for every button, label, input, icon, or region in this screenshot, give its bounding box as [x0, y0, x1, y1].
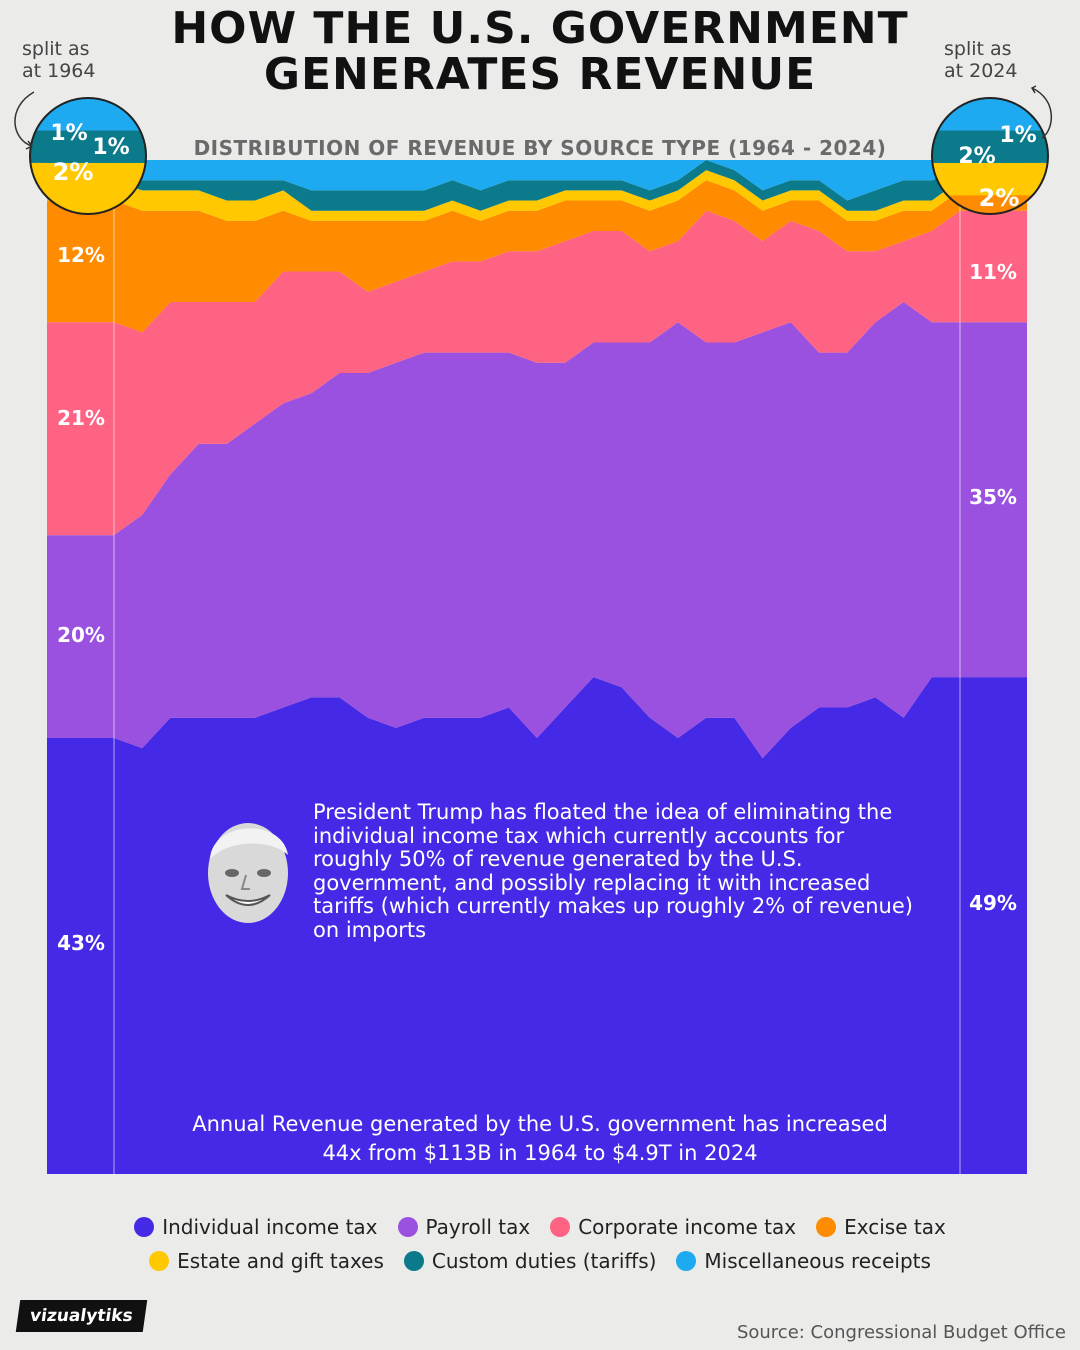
vizualytiks-logo: vizualytiks [15, 1300, 147, 1332]
left-arrow-head [25, 140, 34, 150]
start-label-estate: 2% [53, 158, 94, 186]
end-label-corporate: 11% [969, 260, 1017, 284]
area-series-1 [114, 301, 960, 759]
start-magnified-segment-5 [30, 130, 146, 163]
end-label-customs: 2% [958, 144, 995, 169]
chart-subtitle: DISTRIBUTION OF REVENUE BY SOURCE TYPE (… [193, 136, 887, 160]
start-bar-segment-3 [47, 200, 114, 323]
chart-title: HOW THE U.S. GOVERNMENT GENERATES REVENU… [0, 6, 1080, 98]
left-split-note: split as at 1964 [22, 38, 96, 82]
legend-row-2: Estate and gift taxes Custom duties (tar… [0, 1244, 1080, 1278]
legend-dot-individual [134, 1217, 155, 1237]
legend-dot-misc [676, 1251, 697, 1271]
start-label-payroll: 20% [57, 623, 105, 647]
end-label-payroll: 35% [969, 485, 1017, 509]
end-magnified-segment-4 [932, 162, 1048, 196]
legend-row-1: Individual income tax Payroll tax Corpor… [0, 1210, 1080, 1244]
legend-dot-corporate [550, 1217, 571, 1237]
start-label-corporate: 21% [57, 406, 105, 430]
legend-label-estate: Estate and gift taxes [177, 1249, 384, 1273]
area-series-5 [114, 160, 960, 211]
stacked-area-chart: 43%20%21%12%2%1%1%49%35%11%2%2%1% [14, 85, 1053, 1174]
legend-dot-payroll [397, 1217, 418, 1237]
legend-item-excise: Excise tax [816, 1215, 946, 1239]
legend-item-individual: Individual income tax [134, 1215, 378, 1239]
legend-item-estate: Estate and gift taxes [149, 1249, 384, 1273]
start-label-individual: 43% [57, 931, 105, 955]
legend-item-payroll: Payroll tax [397, 1215, 531, 1239]
right-note-line-1: split as [944, 38, 1012, 60]
legend-label-payroll: Payroll tax [425, 1215, 531, 1239]
trump-annotation: President Trump has floated the idea of … [313, 800, 913, 942]
start-bar-segment-1 [47, 535, 114, 738]
end-magnified-segment-5 [932, 130, 1048, 163]
growth-line-2: 44x from $113B in 1964 to $4.9T in 2024 [322, 1141, 758, 1165]
title-line-1: HOW THE U.S. GOVERNMENT [171, 3, 909, 54]
start-magnified-segment-6 [30, 98, 146, 131]
left-arrow [14, 91, 35, 147]
end-bar-segment-0 [960, 677, 1027, 1174]
legend-dot-customs [403, 1251, 424, 1271]
legend-item-misc: Miscellaneous receipts [676, 1249, 931, 1273]
left-note-line-1: split as [22, 38, 90, 60]
area-series-0 [114, 677, 960, 1174]
start-magnifier-ring [29, 97, 147, 215]
end-label-individual: 49% [969, 891, 1017, 915]
start-bar-segment-2 [47, 322, 114, 536]
legend-dot-estate [149, 1251, 170, 1271]
left-note-line-2: at 1964 [22, 60, 96, 82]
start-bar-segment-0 [47, 737, 114, 1174]
split-labels: 43%20%21%12%2%1%1%49%35%11%2%2%1% [50, 121, 1036, 955]
start-label-excise: 12% [57, 243, 105, 267]
right-arrow [1031, 87, 1053, 139]
end-magnifier-ring [931, 97, 1049, 215]
area-series-2 [114, 210, 960, 536]
growth-annotation: Annual Revenue generated by the U.S. gov… [120, 1110, 960, 1168]
right-split-note: split as at 2024 [944, 38, 1018, 82]
legend-label-excise: Excise tax [844, 1215, 946, 1239]
right-note-line-2: at 2024 [944, 60, 1018, 82]
start-label-customs: 1% [50, 121, 87, 146]
end-bar-segment-1 [960, 322, 1027, 678]
right-arrow-head [1030, 85, 1037, 94]
area-series-6 [114, 160, 960, 201]
split-bars [47, 160, 1027, 1174]
title-line-2: GENERATES REVENUE [263, 49, 817, 100]
legend: Individual income tax Payroll tax Corpor… [0, 1210, 1080, 1278]
legend-label-customs: Custom duties (tariffs) [431, 1249, 657, 1273]
end-label-misc: 1% [999, 123, 1036, 148]
legend-label-misc: Miscellaneous receipts [704, 1249, 931, 1273]
legend-label-corporate: Corporate income tax [578, 1215, 797, 1239]
trump-portrait-icon [208, 823, 288, 923]
legend-label-individual: Individual income tax [162, 1215, 378, 1239]
legend-dot-excise [816, 1217, 837, 1237]
area-series-4 [114, 170, 960, 221]
start-label-misc: 1% [92, 135, 129, 160]
source-note: Source: Congressional Budget Office [736, 1322, 1066, 1343]
end-label-excise: 2% [979, 184, 1020, 212]
legend-item-customs: Custom duties (tariffs) [403, 1249, 657, 1273]
area-series-3 [114, 180, 960, 333]
area-layers [114, 160, 960, 1174]
end-bar-segment-2 [960, 210, 1027, 323]
legend-item-corporate: Corporate income tax [550, 1215, 796, 1239]
growth-line-1: Annual Revenue generated by the U.S. gov… [192, 1112, 888, 1136]
